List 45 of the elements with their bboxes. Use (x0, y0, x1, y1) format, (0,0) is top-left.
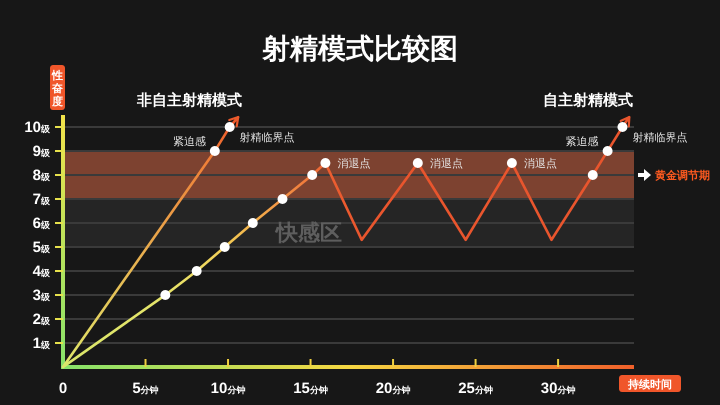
x-tick-label: 0 (58, 380, 68, 397)
point (506, 158, 517, 168)
y-tick-label: 4级 (32, 263, 51, 280)
series-label: 非自主射精模式 (136, 91, 242, 109)
annotation: 紧迫感 (566, 135, 599, 148)
point (307, 170, 318, 180)
point (210, 146, 220, 156)
x-tick-label: 15分钟 (293, 380, 328, 397)
point (588, 170, 598, 180)
x-tick-label: 5分钟 (132, 380, 159, 397)
annotation: 射精临界点 (240, 131, 295, 144)
y-tick-label: 6级 (32, 215, 51, 232)
x-tick-label: 30分钟 (540, 380, 576, 397)
point (412, 158, 423, 168)
y-tick-label: 2级 (32, 311, 51, 328)
y-tick-label: 7级 (32, 191, 51, 208)
chart-title: 射精模式比较图 (262, 33, 458, 64)
point (617, 122, 628, 132)
point (224, 122, 235, 132)
annotation: 消退点 (524, 157, 557, 170)
y-tick-label: 1级 (32, 335, 51, 352)
y-axis-title: 性奋度 (51, 69, 64, 108)
y-tick-label: 8级 (32, 167, 51, 184)
annotation: 消退点 (430, 157, 463, 170)
x-tick-label: 25分钟 (458, 380, 493, 397)
y-tick-label: 10级 (24, 119, 51, 136)
annotation: 射精临界点 (632, 131, 688, 144)
point (192, 266, 202, 276)
x-tick-label: 10分钟 (210, 380, 246, 397)
band-label: 黄金调节期 (654, 169, 710, 182)
point (602, 146, 613, 156)
point (160, 290, 170, 300)
x-axis-title: 持续时间 (627, 378, 672, 391)
annotation: 消退点 (337, 157, 370, 170)
point (248, 218, 258, 228)
point (320, 158, 330, 168)
series-label: 自主射精模式 (543, 91, 634, 109)
y-tick-label: 5级 (32, 239, 51, 256)
annotation: 紧迫感 (172, 135, 206, 148)
y-tick-label: 3级 (32, 287, 51, 304)
y-tick-label: 9级 (32, 143, 51, 160)
x-tick-label: 20分钟 (376, 380, 410, 397)
band-label: 快感区 (274, 220, 342, 245)
point (220, 242, 230, 252)
point (277, 194, 288, 204)
